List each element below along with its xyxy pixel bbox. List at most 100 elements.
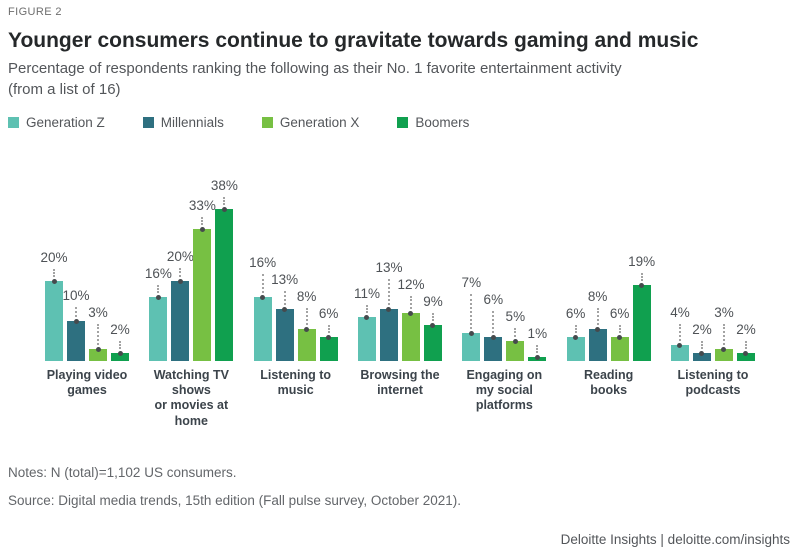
leader-line — [596, 307, 599, 325]
bar-cell-generation-x: 5% — [505, 146, 526, 361]
category-label-reading-books: Reading books — [583, 367, 634, 398]
bar-cell-millennials: 8% — [587, 146, 608, 361]
bar-cell-generation-z: 16% — [145, 146, 172, 361]
bar-millennials-engaging-on-my-social-platforms — [484, 336, 503, 361]
bar-millennials-listening-to-podcasts — [692, 352, 711, 361]
bar-cell-millennials: 6% — [483, 146, 504, 361]
leader-line — [261, 273, 264, 293]
value-label-boomers-watching-tv-shows-or-movies-at-home: 38% — [210, 177, 238, 193]
leader-line — [53, 268, 55, 277]
leader-line — [514, 327, 517, 337]
bar-generation-z-listening-to-podcasts — [670, 344, 689, 361]
legend-item-generation-x: Generation X — [261, 115, 359, 130]
bar-cell-millennials: 20% — [167, 146, 194, 361]
leader-line — [179, 267, 182, 277]
bar-cell-boomers: 2% — [736, 146, 756, 361]
leader-line — [678, 323, 681, 341]
legend-item-boomers: Boomers — [397, 115, 469, 130]
value-label-millennials-playing-video-games: 10% — [62, 287, 90, 303]
value-label-boomers-listening-to-podcasts: 2% — [736, 321, 756, 337]
leader-dot-icon — [677, 342, 683, 348]
value-label-generation-x-listening-to-music: 8% — [296, 288, 317, 304]
leader-dot-icon — [595, 326, 601, 332]
bar-cell-generation-x: 12% — [397, 146, 425, 361]
bar-group-watching-tv-shows-or-movies-at-home: 16% 20% 33% 38% — [145, 146, 238, 361]
bar-cell-boomers: 19% — [628, 146, 655, 361]
leader-dot-icon — [304, 326, 310, 332]
leader-dot-icon — [155, 294, 161, 300]
bar-cell-boomers: 9% — [423, 146, 443, 361]
leader-line — [119, 340, 121, 349]
value-label-generation-z-playing-video-games: 20% — [40, 249, 68, 265]
value-label-millennials-watching-tv-shows-or-movies-at-home: 20% — [166, 248, 194, 264]
value-label-millennials-listening-to-music: 13% — [271, 271, 299, 287]
value-label-generation-x-browsing-the-internet: 12% — [397, 276, 425, 292]
leader-dot-icon — [573, 334, 579, 340]
leader-dot-icon — [364, 314, 370, 320]
value-label-generation-z-watching-tv-shows-or-movies-at-home: 16% — [144, 265, 172, 281]
bar-cell-generation-z: 7% — [461, 146, 482, 361]
bar-generation-x-listening-to-music — [297, 328, 316, 361]
leader-line — [431, 312, 434, 321]
leader-dot-icon — [430, 322, 436, 328]
leader-dot-icon — [117, 350, 123, 356]
bar-generation-x-reading-books — [610, 336, 629, 361]
leader-dot-icon — [617, 334, 623, 340]
bar-generation-x-engaging-on-my-social-platforms — [506, 340, 525, 361]
notes-line: Notes: N (total)=1,102 US consumers. — [8, 464, 237, 480]
bar-generation-z-reading-books — [566, 336, 585, 361]
bar-millennials-playing-video-games — [67, 320, 85, 361]
value-label-generation-x-engaging-on-my-social-platforms: 5% — [505, 308, 526, 324]
leader-dot-icon — [699, 350, 705, 356]
bar-cell-millennials: 13% — [375, 146, 403, 361]
legend-swatch-icon — [142, 117, 154, 129]
value-label-generation-z-reading-books: 6% — [565, 305, 586, 321]
value-label-millennials-reading-books: 8% — [587, 288, 608, 304]
value-label-generation-z-browsing-the-internet: 11% — [353, 285, 380, 301]
value-label-generation-x-watching-tv-shows-or-movies-at-home: 33% — [188, 197, 216, 213]
value-label-boomers-engaging-on-my-social-platforms: 1% — [527, 325, 548, 341]
value-label-generation-x-listening-to-podcasts: 3% — [714, 304, 734, 320]
legend-item-millennials: Millennials — [142, 115, 224, 131]
legend-swatch-icon — [261, 117, 273, 129]
bar-millennials-listening-to-music — [275, 308, 294, 361]
category-label-engaging-on-my-social-platforms: Engaging on my social platforms — [466, 367, 543, 413]
leader-line — [574, 324, 577, 333]
bar-group-playing-video-games: 20% 10% 3% 2% — [40, 146, 130, 361]
bar-cell-generation-z: 16% — [249, 146, 276, 361]
value-label-millennials-engaging-on-my-social-platforms: 6% — [483, 291, 504, 307]
bar-cell-boomers: 6% — [319, 146, 338, 361]
legend-label: Millennials — [160, 115, 224, 131]
bar-cell-generation-x: 6% — [609, 146, 630, 361]
bar-cell-generation-x: 8% — [296, 146, 317, 361]
leader-dot-icon — [534, 354, 540, 360]
bar-generation-z-listening-to-music — [253, 296, 272, 361]
bar-group-listening-to-podcasts: 4% 2% 3% 2% — [670, 146, 756, 361]
bar-cell-generation-z: 6% — [565, 146, 586, 361]
bar-group-browsing-the-internet: 11% 13% 12% 9% — [354, 146, 443, 361]
bar-cell-generation-x: 3% — [88, 146, 108, 361]
category-label-playing-video-games: Playing video games — [46, 367, 128, 398]
value-label-generation-x-reading-books: 6% — [609, 305, 630, 321]
category-label-listening-to-music: Listening to music — [260, 367, 332, 398]
leader-dot-icon — [73, 318, 79, 324]
value-label-generation-z-engaging-on-my-social-platforms: 7% — [461, 274, 482, 290]
leader-dot-icon — [743, 350, 749, 356]
legend-swatch-icon — [8, 117, 19, 129]
bar-generation-z-playing-video-games — [45, 280, 63, 361]
leader-line — [492, 310, 495, 333]
bar-generation-z-watching-tv-shows-or-movies-at-home — [149, 296, 168, 361]
leader-line — [97, 323, 99, 345]
bar-boomers-reading-books — [632, 284, 651, 361]
legend-label: Boomers — [415, 115, 470, 131]
legend-label: Generation Z — [26, 115, 105, 131]
bar-cell-boomers: 38% — [211, 146, 238, 361]
value-label-boomers-playing-video-games: 2% — [110, 321, 130, 337]
leader-line — [409, 295, 412, 309]
bar-millennials-watching-tv-shows-or-movies-at-home — [171, 280, 190, 361]
value-label-boomers-browsing-the-internet: 9% — [423, 293, 443, 309]
bar-boomers-watching-tv-shows-or-movies-at-home — [215, 208, 234, 361]
notes-block: Notes: N (total)=1,102 US consumers. Sou… — [8, 459, 792, 515]
plot-area: 20% 10% 3% 2% 16% 20% 33% 38% 16% 13% 8% 6% 11% 13% 12… — [8, 146, 792, 361]
